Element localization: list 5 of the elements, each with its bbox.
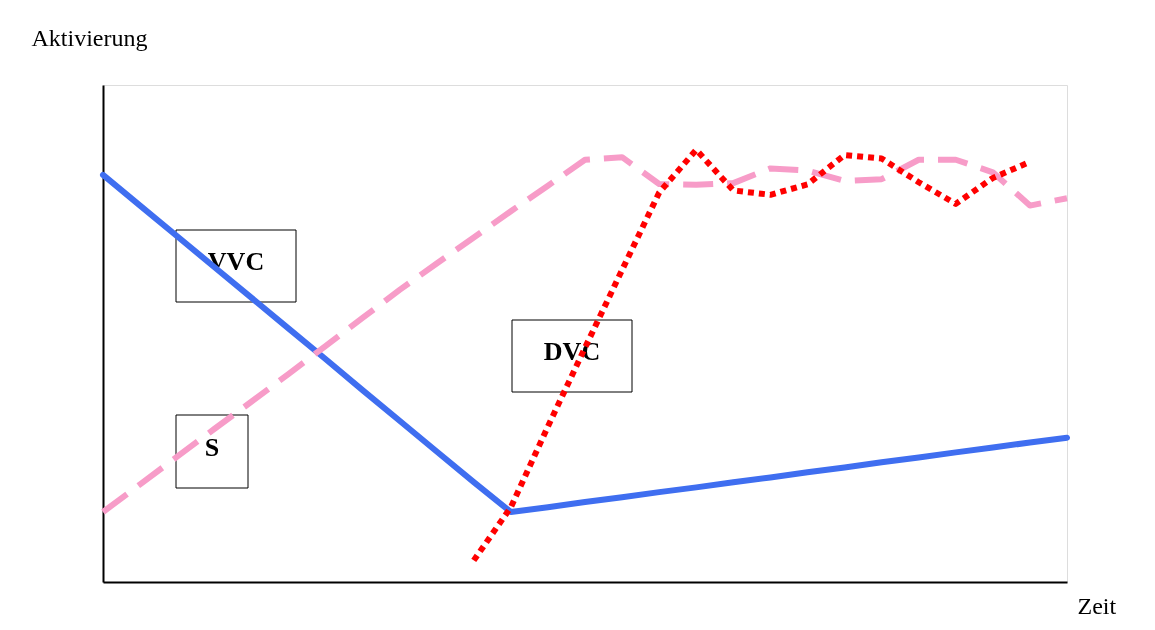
series-label: VVC bbox=[207, 247, 265, 276]
series-label: S bbox=[204, 432, 220, 462]
y-axis-title: Aktivierung bbox=[31, 24, 148, 51]
series-label: DVC bbox=[543, 337, 601, 366]
x-axis-title: Zeit bbox=[1077, 592, 1117, 619]
